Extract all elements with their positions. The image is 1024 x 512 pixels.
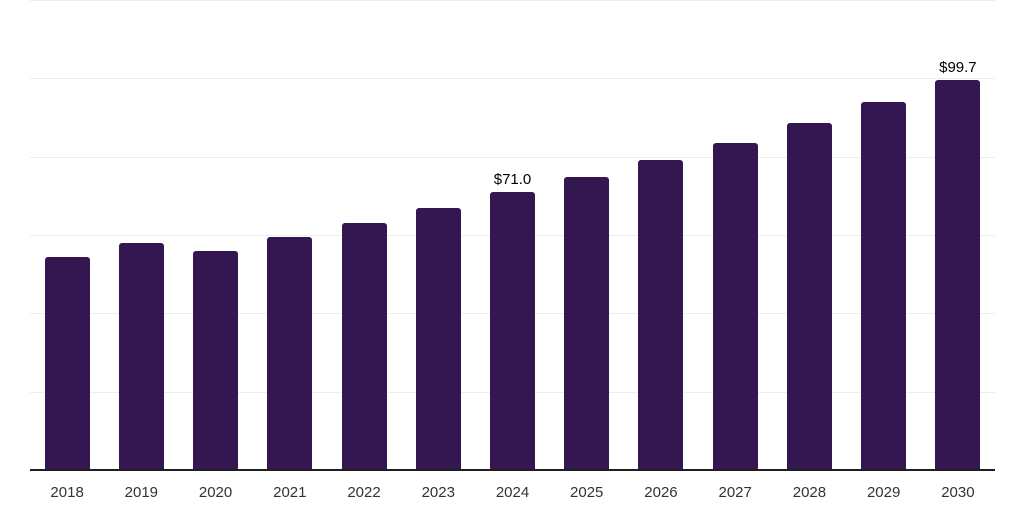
gridline-100 — [30, 78, 995, 80]
bar-2028 — [786, 123, 832, 470]
x-tick-label-2020: 2020 — [198, 484, 233, 501]
x-tick-label-2030: 2030 — [941, 484, 975, 501]
data-label-2030: $99.7 — [939, 58, 977, 76]
x-axis-line — [30, 469, 995, 471]
bar-2018 — [44, 256, 90, 470]
x-tick-label-2019: 2019 — [124, 484, 159, 501]
x-tick-label-2022: 2022 — [347, 484, 381, 501]
bar-2030 — [935, 79, 981, 470]
x-tick-label-2018: 2018 — [50, 484, 84, 501]
bar-2023 — [415, 207, 461, 470]
plot-area: $71.0 $99.7 — [30, 0, 995, 471]
gridline-120 — [30, 0, 995, 1]
bar-2027 — [712, 143, 758, 470]
x-tick-label-2028: 2028 — [792, 484, 827, 501]
x-tick-label-2029: 2029 — [866, 484, 901, 501]
x-tick-label-2024: 2024 — [495, 484, 530, 501]
x-tick-label-2026: 2026 — [644, 484, 678, 501]
bar-2029 — [861, 101, 907, 470]
bar-2024 — [490, 191, 535, 470]
x-tick-label-2021: 2021 — [273, 484, 307, 501]
bar-2022 — [341, 223, 387, 470]
bar-2025 — [564, 177, 610, 470]
gridline-80 — [30, 156, 995, 158]
data-label-2024: $71.0 — [493, 170, 532, 188]
x-tick-label-2023: 2023 — [421, 484, 455, 501]
x-tick-label-2025: 2025 — [570, 484, 604, 501]
bar-2021 — [267, 236, 313, 470]
x-tick-label-2027: 2027 — [718, 484, 752, 501]
bar-2020 — [193, 251, 239, 470]
bar-2026 — [638, 160, 684, 470]
bar-2019 — [118, 242, 164, 470]
